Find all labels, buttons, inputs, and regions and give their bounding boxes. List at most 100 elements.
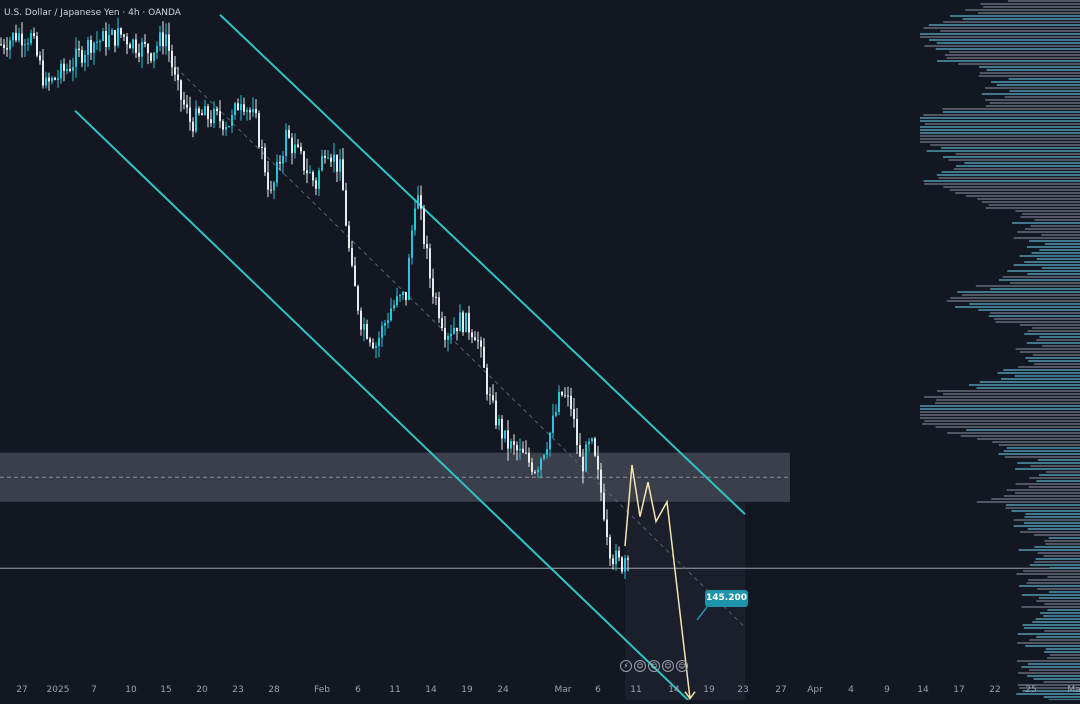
candle [282, 151, 284, 174]
volume-bar [995, 321, 1080, 323]
volume-bar [950, 297, 1080, 299]
candle-body [441, 318, 443, 329]
candle [81, 46, 83, 68]
candle [294, 133, 296, 159]
candle-body [111, 30, 113, 35]
candle [612, 554, 614, 570]
volume-bar [1041, 267, 1080, 269]
volume-bar [1047, 576, 1080, 578]
volume-bar [947, 432, 1080, 434]
volume-bar [1030, 225, 1080, 227]
event-icon[interactable]: ☺ [648, 660, 660, 672]
candle-body [30, 33, 32, 44]
x-tick-label: 22 [989, 685, 1000, 695]
volume-bar [1028, 669, 1080, 671]
volume-bar [1033, 534, 1080, 536]
candle-body [579, 445, 581, 457]
volume-bar [966, 195, 1080, 197]
candle [342, 148, 344, 191]
candle [69, 59, 71, 73]
volume-bar [1048, 537, 1080, 539]
candle-body [627, 558, 629, 560]
event-icons[interactable]: ⚡ ☺ ☺ ☺ ☺ [620, 660, 688, 674]
candle-body [24, 44, 26, 46]
candle [435, 292, 437, 306]
candle [24, 38, 26, 58]
event-icon[interactable]: ☺ [662, 660, 674, 672]
candle [546, 442, 548, 459]
candle [93, 41, 95, 65]
x-tick-label: 15 [160, 685, 171, 695]
x-tick-label: 27 [16, 685, 27, 695]
volume-bar [988, 204, 1080, 206]
volume-bar [1024, 333, 1080, 335]
candle [231, 109, 233, 133]
candle [228, 125, 230, 128]
volume-bar [924, 183, 1080, 185]
candle-body [591, 438, 593, 442]
candle [102, 27, 104, 42]
candle [276, 154, 278, 187]
volume-bar [983, 6, 1080, 8]
volume-bar [1021, 666, 1080, 668]
candle [36, 31, 38, 58]
lightning-icon[interactable]: ⚡ [620, 660, 632, 672]
volume-bar [1013, 519, 1080, 521]
candle [270, 180, 272, 194]
x-tick-label: Ma [1067, 685, 1080, 695]
candle-body [231, 114, 233, 127]
candle-body [357, 286, 359, 311]
volume-bar [924, 45, 1080, 47]
volume-bar [979, 381, 1080, 383]
volume-bar [1001, 378, 1080, 380]
candle-body [354, 265, 356, 287]
volume-bar [920, 417, 1080, 419]
candle-body [384, 323, 386, 326]
candle [171, 44, 173, 76]
volume-bar [1034, 219, 1080, 221]
candle-body [549, 432, 551, 450]
candle [150, 52, 152, 64]
volume-bar [936, 174, 1080, 176]
volume-bar [1024, 516, 1080, 518]
volume-bar [1036, 600, 1080, 602]
candle [327, 149, 329, 160]
candle-body [33, 33, 35, 36]
candle-body [171, 50, 173, 68]
candle-body [216, 108, 218, 112]
candle-body [612, 558, 614, 565]
volume-profile [920, 0, 1080, 701]
candle [219, 100, 221, 129]
candle-body [495, 400, 497, 426]
candle-body [315, 180, 317, 189]
candle-body [333, 154, 335, 162]
candle [450, 324, 452, 344]
candle-body [486, 367, 488, 395]
candle [45, 71, 47, 89]
volume-bar [1034, 561, 1080, 563]
x-tick-label: 11 [630, 685, 641, 695]
candle-body [291, 137, 293, 154]
candle [453, 317, 455, 335]
volume-bar [1016, 693, 1080, 695]
candle [288, 125, 290, 139]
volume-bar [1032, 327, 1080, 329]
candle [159, 25, 161, 52]
candle [504, 430, 506, 443]
volume-bar [926, 150, 1080, 152]
volume-bar [1038, 597, 1080, 599]
candle-body [150, 53, 152, 61]
event-icon[interactable]: ☺ [634, 660, 646, 672]
volume-bar [996, 84, 1080, 86]
volume-bar [1007, 0, 1080, 2]
volume-bar [975, 285, 1080, 287]
volume-bar [1045, 471, 1080, 473]
target-connector [696, 606, 708, 621]
volume-bar [965, 9, 1080, 11]
volume-bar [1039, 474, 1080, 476]
x-tick-label: 17 [953, 685, 964, 695]
candle-body [0, 44, 2, 46]
event-icon[interactable]: ☺ [676, 660, 688, 672]
